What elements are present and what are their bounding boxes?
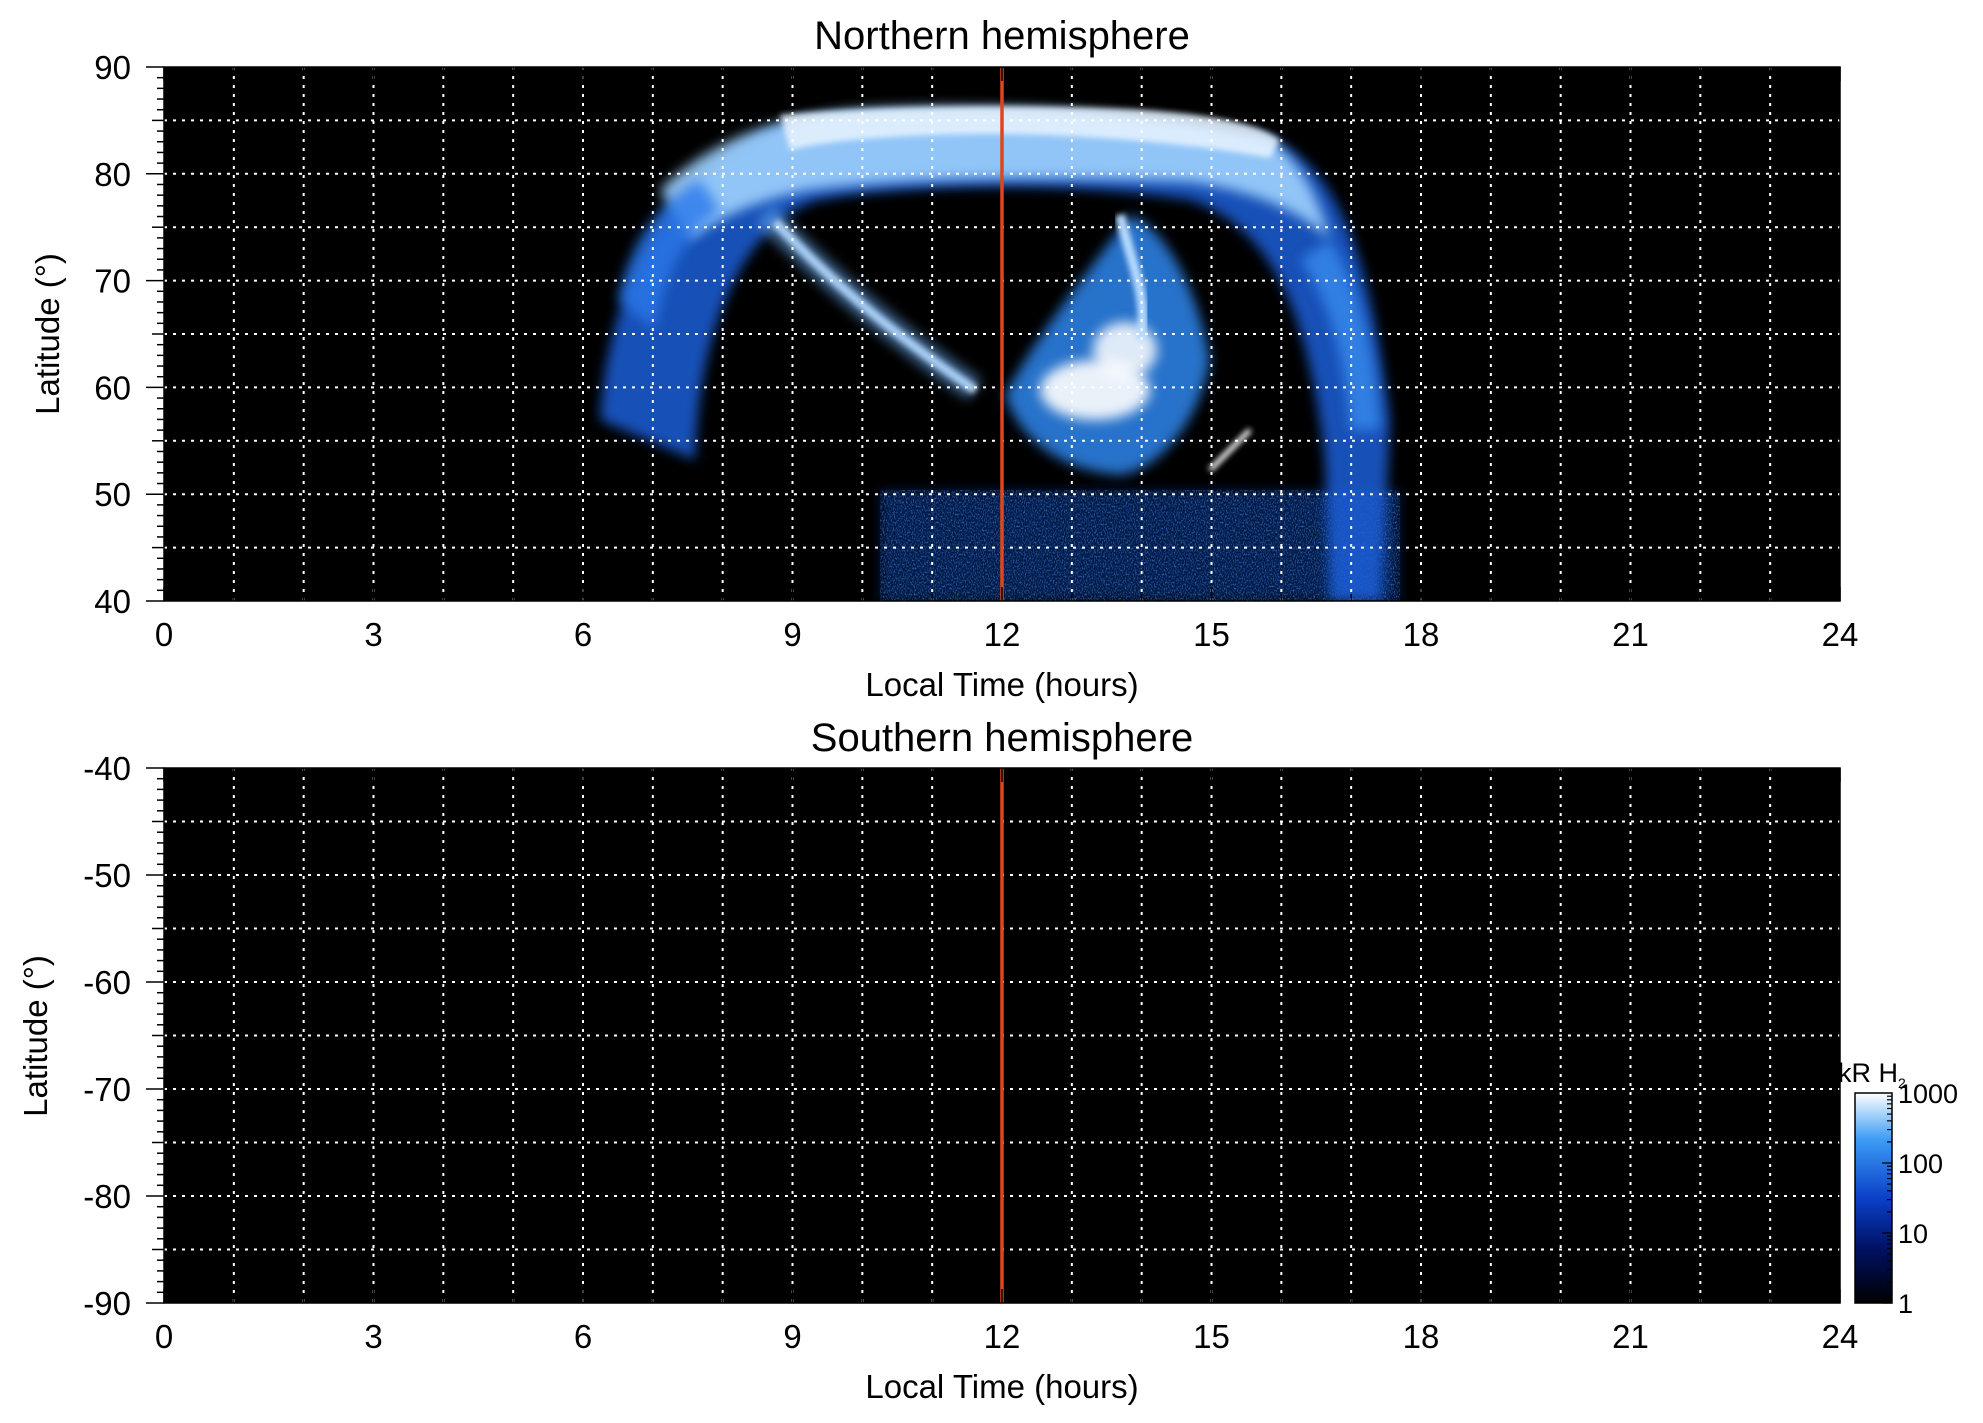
northern-x-tick-label: 6 <box>574 616 592 653</box>
southern-x-tick-label: 3 <box>364 1318 382 1355</box>
northern-y-axis-label: Latitude (°) <box>29 253 66 415</box>
colorbar-unit-main: kR H <box>1838 1058 1898 1088</box>
northern-x-tick-label: 21 <box>1612 616 1649 653</box>
southern-y-tick-label: -40 <box>83 750 131 787</box>
southern-x-axis-label: Local Time (hours) <box>865 1368 1138 1405</box>
southern-y-tick-label: -50 <box>83 857 131 894</box>
northern-y-tick-label: 80 <box>94 156 131 193</box>
colorbar-unit-label: kR H2 <box>1838 1058 1906 1091</box>
northern-axis-ticks: 0 3 6 9 12 15 18 21 24 40 50 60 70 80 90 <box>94 49 1858 653</box>
colorbar-tick-label: 100 <box>1898 1149 1943 1179</box>
southern-y-tick-label: -80 <box>83 1178 131 1215</box>
southern-x-tick-label: 0 <box>155 1318 173 1355</box>
southern-x-tick-label: 9 <box>783 1318 801 1355</box>
colorbar-unit-subscript: 2 <box>1898 1075 1906 1091</box>
colorbar: kR H2 1 10 100 1000 <box>1838 1058 1958 1319</box>
northern-x-tick-label: 12 <box>984 616 1021 653</box>
southern-y-axis-label: Latitude (°) <box>17 955 54 1117</box>
northern-x-tick-label: 3 <box>364 616 382 653</box>
northern-x-tick-label: 9 <box>783 616 801 653</box>
northern-x-tick-label: 18 <box>1403 616 1440 653</box>
southern-x-tick-label: 21 <box>1612 1318 1649 1355</box>
northern-y-tick-label: 70 <box>94 263 131 300</box>
low-latitude-diffuse-emission <box>880 490 1400 601</box>
southern-x-tick-label: 12 <box>984 1318 1021 1355</box>
northern-x-tick-label: 15 <box>1193 616 1230 653</box>
northern-x-tick-label: 0 <box>155 616 173 653</box>
northern-y-tick-label: 60 <box>94 369 131 406</box>
northern-x-axis-label: Local Time (hours) <box>865 666 1138 703</box>
northern-y-tick-label: 40 <box>94 583 131 620</box>
northern-hemisphere-panel: Northern hemisphere <box>29 14 1858 703</box>
northern-x-tick-label: 24 <box>1822 616 1859 653</box>
southern-x-tick-label: 18 <box>1403 1318 1440 1355</box>
northern-aurora-emission <box>600 106 1400 601</box>
southern-panel-title: Southern hemisphere <box>811 716 1193 760</box>
colorbar-tick-label: 10 <box>1898 1219 1928 1249</box>
southern-hemisphere-panel: Southern hemisphere 0 3 6 9 12 15 18 21 24 -40 -50… <box>17 716 1858 1405</box>
southern-y-tick-label: -60 <box>83 964 131 1001</box>
southern-y-tick-label: -90 <box>83 1285 131 1322</box>
northern-y-tick-label: 50 <box>94 476 131 513</box>
colorbar-ticks: 1 10 100 1000 <box>1882 1079 1958 1319</box>
southern-x-tick-label: 15 <box>1193 1318 1230 1355</box>
southern-x-tick-label: 24 <box>1822 1318 1859 1355</box>
afternoon-arc <box>1208 428 1252 472</box>
colorbar-tick-label: 1000 <box>1898 1079 1958 1109</box>
northern-panel-title: Northern hemisphere <box>814 14 1190 58</box>
northern-y-tick-label: 90 <box>94 49 131 86</box>
afternoon-bright-region <box>1005 213 1210 475</box>
southern-axis-ticks: 0 3 6 9 12 15 18 21 24 -40 -50 -60 -70 -80 -90 <box>83 750 1858 1355</box>
colorbar-scale <box>1854 1092 1893 1304</box>
southern-y-tick-label: -70 <box>83 1071 131 1108</box>
colorbar-tick-label: 1 <box>1898 1289 1913 1319</box>
southern-x-tick-label: 6 <box>574 1318 592 1355</box>
